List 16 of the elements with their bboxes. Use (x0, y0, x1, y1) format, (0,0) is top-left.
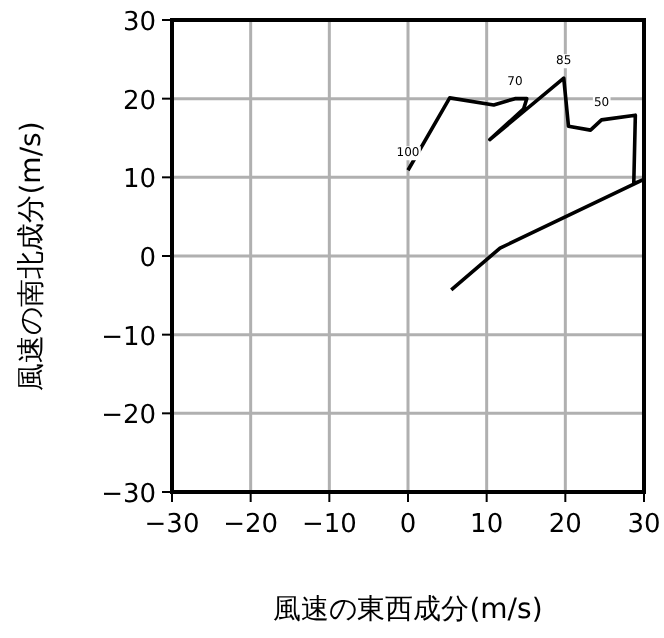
x-tick-label: −30 (144, 510, 200, 540)
y-tick-label: −10 (101, 322, 156, 353)
x-tick-label: 20 (548, 510, 582, 540)
x-tick-label: −10 (301, 510, 357, 540)
y-axis-title: 風速の南北成分(m/s) (16, 121, 48, 391)
x-tick-label: 10 (470, 510, 504, 540)
y-tick-label: −20 (101, 401, 156, 432)
x-tick-label: 0 (399, 510, 417, 540)
y-tick-label: 10 (122, 165, 156, 196)
x-axis-title: 風速の東西成分(m/s) (273, 594, 543, 626)
y-tick-label: 20 (122, 86, 156, 117)
y-tick-label: 0 (139, 244, 156, 274)
y-tick-label: 30 (122, 8, 156, 38)
x-tick-label: 30 (627, 510, 661, 540)
x-tick-label: −20 (223, 510, 279, 540)
y-tick-label: −30 (101, 480, 156, 510)
